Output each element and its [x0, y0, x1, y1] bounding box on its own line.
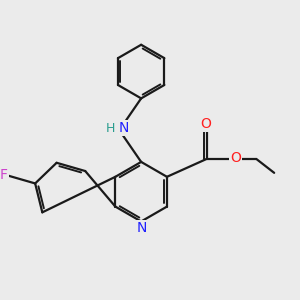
Text: N: N: [119, 121, 130, 135]
Text: O: O: [230, 152, 241, 165]
Text: O: O: [200, 117, 211, 131]
Text: F: F: [0, 168, 8, 182]
Text: N: N: [137, 221, 147, 236]
Text: H: H: [106, 122, 115, 135]
